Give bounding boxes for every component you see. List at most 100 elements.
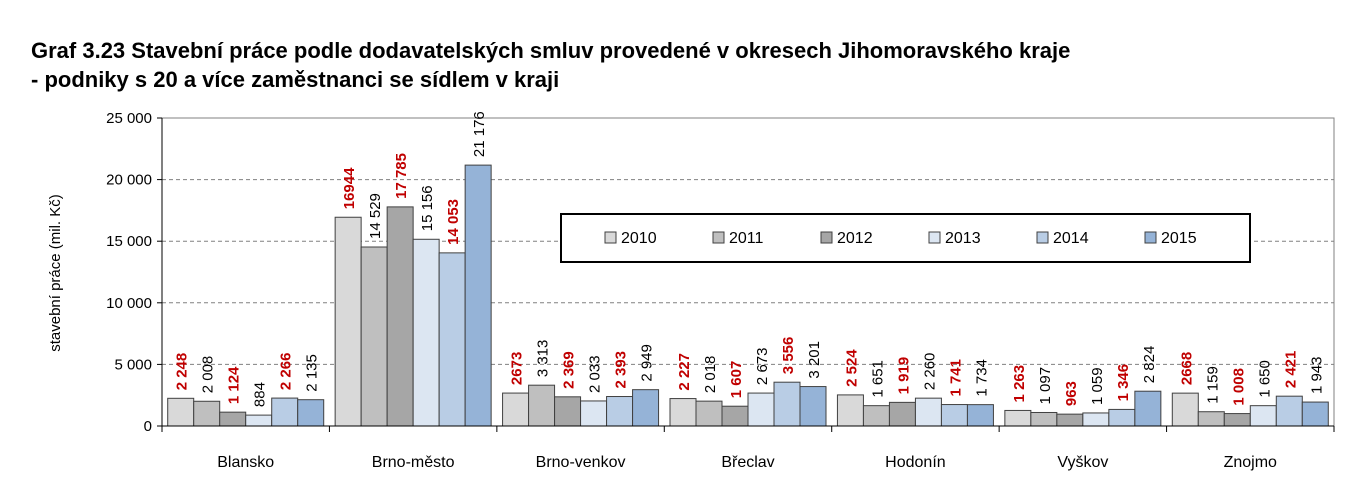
data-label: 2 033	[587, 355, 604, 393]
data-label: 2 393	[613, 351, 630, 389]
data-label: 21 176	[471, 111, 488, 157]
data-label: 1 159	[1204, 366, 1221, 404]
data-label: 2 369	[561, 351, 578, 389]
data-label: 2 227	[676, 353, 693, 391]
data-label: 963	[1063, 381, 1080, 406]
bar	[747, 392, 775, 427]
data-label: 2 421	[1282, 351, 1299, 389]
y-tick-label: 10 000	[106, 295, 152, 312]
legend-swatch	[1144, 231, 1157, 244]
data-label: 1 650	[1256, 360, 1273, 398]
x-tick-label: Vyškov	[1057, 454, 1108, 471]
x-tick-label: Znojmo	[1224, 454, 1277, 471]
x-tick-label: Hodonín	[885, 454, 946, 471]
data-label: 1 097	[1037, 367, 1054, 405]
chart-title-line-1: Graf 3.23 Stavební práce podle dodavatel…	[31, 38, 1071, 63]
data-label: 1 651	[869, 360, 886, 398]
bar	[1030, 411, 1058, 427]
bar	[799, 386, 827, 427]
data-label: 2 824	[1141, 346, 1158, 384]
data-label: 3 201	[806, 341, 823, 379]
bar	[412, 238, 440, 427]
data-label: 1 943	[1308, 357, 1325, 395]
bar	[888, 401, 916, 427]
y-axis: 0 5 000 10 000 15 000 20 000 25 000	[106, 110, 163, 435]
bar	[334, 216, 362, 427]
bar	[1301, 401, 1329, 427]
chart-title: Graf 3.23 Stavební práce podle dodavatel…	[31, 36, 1070, 94]
bar	[386, 206, 414, 427]
bar	[606, 396, 634, 427]
data-labels: 2 248 2 008 1 124 884 2 266 2 135 16944 14 529 1…	[174, 111, 1326, 407]
bar	[632, 389, 660, 427]
data-label: 2668	[1178, 352, 1195, 385]
x-axis: Blansko Brno-město Brno-venkov Břeclav Hodon…	[161, 425, 1335, 471]
legend-label: 2011	[729, 230, 764, 247]
data-label: 14 529	[367, 193, 384, 239]
y-tick-label: 25 000	[106, 110, 152, 127]
data-label: 1 741	[947, 359, 964, 397]
legend-swatch	[1036, 231, 1049, 244]
bar	[297, 399, 325, 427]
y-tick-label: 15 000	[106, 233, 152, 250]
data-label: 2 524	[843, 349, 860, 387]
x-tick-label: Blansko	[217, 454, 274, 471]
bar	[502, 392, 530, 427]
bar	[245, 414, 273, 427]
legend-swatch	[604, 231, 617, 244]
bar	[360, 246, 388, 427]
data-label: 2 673	[754, 348, 771, 386]
y-axis-label: stavební práce (mil. Kč)	[47, 194, 64, 352]
bar	[966, 404, 994, 427]
bar	[1249, 405, 1277, 427]
bar	[914, 397, 942, 427]
bar	[1082, 412, 1110, 427]
bar	[1004, 409, 1032, 427]
x-tick-label: Břeclav	[721, 454, 774, 471]
data-label: 2 266	[278, 353, 295, 391]
bar	[1223, 413, 1251, 427]
data-label: 1 263	[1011, 365, 1028, 403]
legend-swatch	[820, 231, 833, 244]
bar	[438, 252, 466, 427]
x-tick-label: Brno-město	[372, 454, 455, 471]
bar	[940, 404, 968, 427]
bar	[721, 405, 749, 427]
bar	[1108, 408, 1136, 427]
data-label: 2 949	[639, 344, 656, 382]
bar	[1171, 392, 1199, 427]
legend-swatch	[928, 231, 941, 244]
bar	[1197, 411, 1225, 427]
legend-label: 2013	[945, 230, 981, 247]
data-label: 3 556	[780, 337, 797, 375]
bar	[528, 384, 556, 427]
bar	[193, 400, 221, 427]
data-label: 1 008	[1230, 368, 1247, 406]
bar	[1134, 390, 1162, 427]
legend-label: 2014	[1053, 230, 1089, 247]
x-tick-label: Brno-venkov	[536, 454, 626, 471]
data-label: 16944	[341, 167, 358, 209]
bar	[1275, 395, 1303, 427]
data-label: 2 248	[174, 353, 191, 391]
data-label: 2 135	[304, 354, 321, 392]
data-label: 1 124	[226, 366, 243, 404]
data-label: 1 607	[728, 361, 745, 399]
data-label: 2 008	[200, 356, 217, 394]
legend-label: 2012	[837, 230, 873, 247]
data-label: 2673	[509, 352, 526, 385]
legend: 2010 2011 2012 2013 2014 2015	[560, 213, 1251, 263]
bar	[271, 397, 299, 427]
y-tick-label: 20 000	[106, 172, 152, 189]
data-label: 15 156	[419, 185, 436, 231]
bar	[862, 405, 890, 427]
bar	[464, 164, 492, 427]
data-label: 14 053	[445, 199, 462, 245]
legend-swatch	[712, 231, 725, 244]
legend-label: 2010	[621, 230, 657, 247]
data-label: 2 018	[702, 356, 719, 394]
data-label: 17 785	[393, 153, 410, 199]
bar	[1056, 413, 1084, 427]
data-label: 1 919	[895, 357, 912, 395]
